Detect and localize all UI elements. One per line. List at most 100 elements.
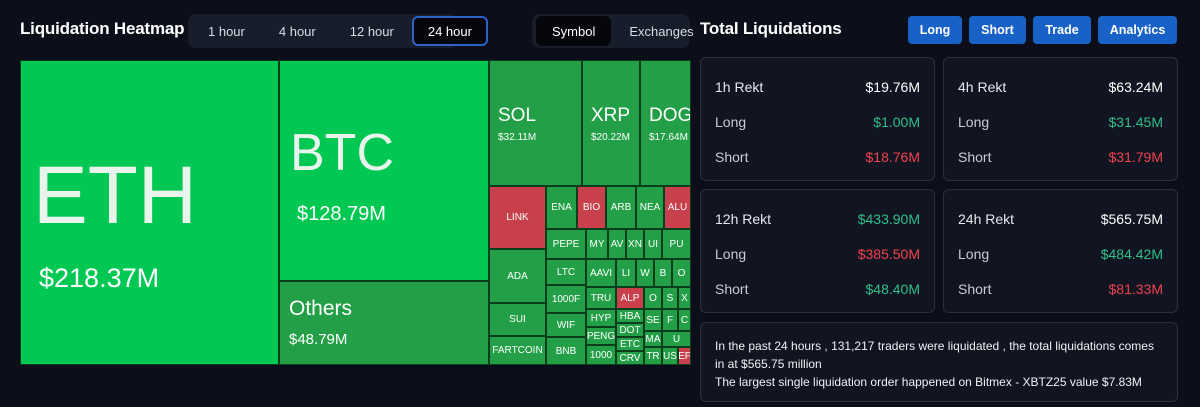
tile-symbol: XRP xyxy=(591,105,631,126)
tile-small[interactable]: PU xyxy=(662,229,691,259)
tile-small[interactable]: HYP xyxy=(586,309,616,327)
tile-small[interactable]: NEA xyxy=(636,186,664,229)
tile-small[interactable]: BNB xyxy=(546,337,586,365)
tab-24-hour[interactable]: 24 hour xyxy=(411,16,488,46)
tile-small[interactable]: C xyxy=(678,309,691,331)
tile-small[interactable]: EF xyxy=(678,347,691,365)
long-label: Long xyxy=(958,114,990,130)
short-label: Short xyxy=(715,281,749,297)
tile-small[interactable]: PEPE xyxy=(546,229,586,259)
tab-1-hour[interactable]: 1 hour xyxy=(208,23,245,39)
tile-doge[interactable]: DOGE $17.64M xyxy=(640,60,691,186)
card-title: 4h Rekt xyxy=(958,79,1007,95)
card-title: 12h Rekt xyxy=(715,211,772,227)
tile-symbol: SOL xyxy=(498,105,537,126)
tile-small[interactable]: O xyxy=(672,259,691,287)
stats-card-24h: 24h Rekt $565.75M Long $484.42M Short $81.3… xyxy=(943,189,1178,313)
card-total: $565.75M xyxy=(1100,211,1163,227)
tile-others[interactable]: Others $48.79M xyxy=(279,281,489,365)
stats-card-4h: 4h Rekt $63.24M Long $31.45M Short $31.79M xyxy=(943,57,1178,181)
heatmap-title: Liquidation Heatmap xyxy=(20,19,185,38)
short-value: $81.33M xyxy=(1108,281,1163,297)
tile-small[interactable]: PENG xyxy=(586,327,616,345)
liquidation-summary: In the past 24 hours , 131,217 traders w… xyxy=(700,322,1178,402)
tile-symbol: DOGE xyxy=(649,105,691,126)
tile-value: $17.64M xyxy=(649,132,688,143)
long-value: $1.00M xyxy=(873,114,920,130)
long-value: $385.50M xyxy=(857,246,920,262)
tile-small[interactable]: ALU xyxy=(664,186,691,229)
short-value: $31.79M xyxy=(1108,149,1163,165)
summary-line-1: In the past 24 hours , 131,217 traders w… xyxy=(715,339,1154,371)
tile-small[interactable]: WIF xyxy=(546,313,586,337)
tile-small[interactable]: 1000F xyxy=(546,285,586,313)
tile-small[interactable]: LINK xyxy=(489,186,546,249)
long-value: $484.42M xyxy=(1100,246,1163,262)
tile-xrp[interactable]: XRP $20.22M xyxy=(582,60,640,186)
tile-small[interactable]: F xyxy=(662,309,678,331)
short-value: $18.76M xyxy=(865,149,920,165)
card-title: 1h Rekt xyxy=(715,79,764,95)
tile-symbol: BTC xyxy=(290,124,394,182)
long-label: Long xyxy=(958,246,990,262)
tile-small[interactable]: LTC xyxy=(546,259,586,285)
tile-value: $218.37M xyxy=(39,263,160,293)
tile-small[interactable]: 1000 xyxy=(586,345,616,365)
tile-small[interactable]: US xyxy=(662,347,678,365)
card-total: $433.90M xyxy=(857,211,920,227)
tile-small[interactable]: MY xyxy=(586,229,608,259)
tile-small[interactable]: SE xyxy=(644,309,662,331)
tab-4-hour[interactable]: 4 hour xyxy=(278,23,316,39)
short-button[interactable]: Short xyxy=(969,16,1026,44)
card-total: $19.76M xyxy=(865,79,920,95)
summary-line-2: The largest single liquidation order hap… xyxy=(715,375,1142,389)
tile-small[interactable]: UI xyxy=(644,229,662,259)
tile-small[interactable]: HBA xyxy=(616,309,644,323)
tile-small[interactable]: ARB xyxy=(606,186,636,229)
tile-symbol: Others xyxy=(289,297,353,320)
tile-small[interactable]: AAVI xyxy=(586,259,616,287)
stats-card-1h: 1h Rekt $19.76M Long $1.00M Short $18.76M xyxy=(700,57,935,181)
tile-small[interactable]: U xyxy=(662,331,691,347)
tile-small[interactable]: TRU xyxy=(586,287,616,309)
tile-small[interactable]: XN xyxy=(626,229,644,259)
tab-12-hour[interactable]: 12 hour xyxy=(349,23,394,39)
liquidation-treemap: ETH $218.37M BTC $128.79M Others $48.79M… xyxy=(20,60,691,365)
tile-small[interactable]: FARTCOIN xyxy=(489,336,546,365)
tile-eth[interactable]: ETH $218.37M xyxy=(20,60,279,365)
tab-symbol[interactable]: Symbol xyxy=(536,16,612,46)
long-value: $31.45M xyxy=(1108,114,1163,130)
tile-symbol: ETH xyxy=(33,150,197,241)
tile-small[interactable]: W xyxy=(636,259,654,287)
tile-btc[interactable]: BTC $128.79M xyxy=(279,60,489,281)
tab-exchanges[interactable]: Exchanges xyxy=(629,23,694,39)
long-label: Long xyxy=(715,246,747,262)
tile-small[interactable]: S xyxy=(662,287,678,309)
card-total: $63.24M xyxy=(1108,79,1163,95)
tile-small[interactable]: ADA xyxy=(489,249,546,303)
tile-small[interactable]: MA xyxy=(644,331,662,347)
tile-sol[interactable]: SOL $32.11M xyxy=(489,60,582,186)
tile-small[interactable]: AV xyxy=(608,229,626,259)
tile-small[interactable]: ETC xyxy=(616,337,644,351)
tile-small[interactable]: X xyxy=(678,287,691,309)
long-button[interactable]: Long xyxy=(908,16,962,44)
tile-small[interactable]: LI xyxy=(616,259,636,287)
tile-small[interactable]: ALP xyxy=(616,287,644,309)
stats-card-12h: 12h Rekt $433.90M Long $385.50M Short $48.4… xyxy=(700,189,935,313)
tile-small[interactable]: SUI xyxy=(489,303,546,336)
short-label: Short xyxy=(958,281,992,297)
tile-small[interactable]: ENA xyxy=(546,186,577,229)
tile-value: $32.11M xyxy=(498,132,537,143)
tile-small[interactable]: CRV xyxy=(616,351,644,365)
tile-small[interactable]: B xyxy=(654,259,672,287)
trade-button[interactable]: Trade xyxy=(1033,16,1091,44)
tile-small[interactable]: TR xyxy=(644,347,662,365)
tile-small[interactable]: DOT xyxy=(616,323,644,337)
short-label: Short xyxy=(958,149,992,165)
tile-small[interactable]: O xyxy=(644,287,662,309)
tile-small[interactable]: BIO xyxy=(577,186,606,229)
card-title: 24h Rekt xyxy=(958,211,1015,227)
analytics-button[interactable]: Analytics xyxy=(1098,16,1177,44)
